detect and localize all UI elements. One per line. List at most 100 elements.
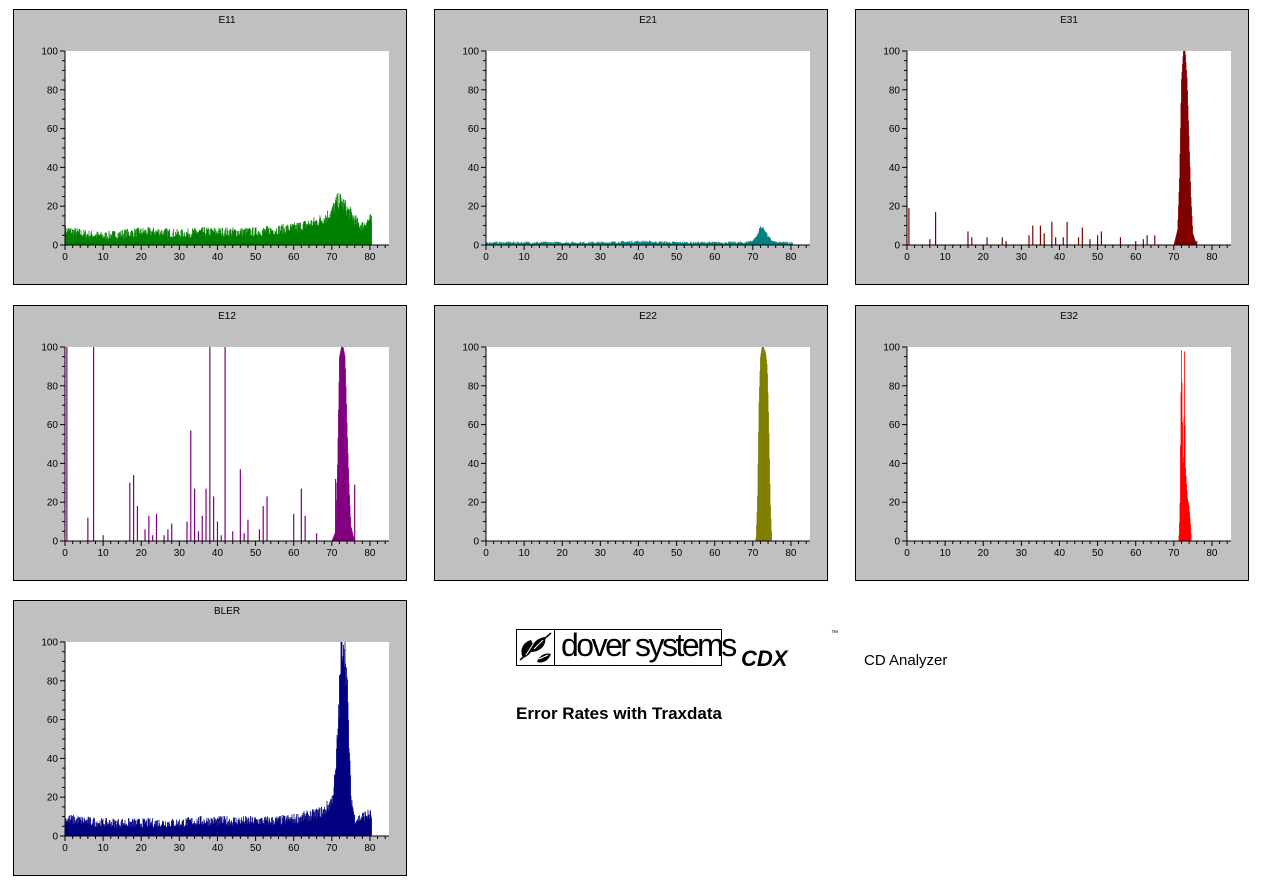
chart-title-e31: E31: [1060, 15, 1078, 26]
x-tick-label: 0: [904, 548, 910, 559]
x-tick-label: 10: [98, 843, 110, 854]
x-tick-label: 10: [98, 252, 110, 263]
brand-name: dover systems: [561, 627, 737, 663]
x-tick-label: 20: [557, 548, 569, 559]
y-tick-label: 60: [47, 420, 59, 431]
x-tick-label: 50: [671, 548, 683, 559]
x-tick-label: 20: [136, 843, 148, 854]
x-tick-label: 30: [174, 548, 186, 559]
x-tick-label: 40: [212, 843, 224, 854]
series-fill-e32: [1178, 350, 1192, 541]
x-tick-label: 0: [62, 843, 68, 854]
x-tick-label: 40: [1054, 548, 1066, 559]
x-tick-label: 80: [785, 252, 797, 263]
y-tick-label: 60: [47, 124, 59, 135]
y-tick-label: 40: [889, 163, 901, 174]
plot-area-e21: [486, 51, 810, 245]
y-tick-label: 40: [47, 163, 59, 174]
y-tick-label: 80: [47, 381, 59, 392]
x-tick-label: 0: [62, 252, 68, 263]
x-tick-label: 10: [98, 548, 110, 559]
plot-area-e12: [65, 347, 389, 541]
y-tick-label: 100: [883, 343, 900, 354]
x-tick-label: 20: [557, 252, 569, 263]
chart-svg-bler: BLER 0 20 40 60 80 100 0 10 20 30 40 50 60 70 80: [41, 606, 389, 854]
y-tick-label: 80: [468, 381, 480, 392]
x-tick-label: 60: [709, 252, 721, 263]
y-tick-label: 80: [47, 85, 59, 96]
x-tick-label: 70: [326, 843, 338, 854]
x-tick-label: 30: [595, 548, 607, 559]
x-tick-label: 10: [519, 548, 531, 559]
leaf-icon: [517, 630, 555, 665]
y-tick-label: 60: [468, 124, 480, 135]
y-tick-label: 80: [889, 381, 901, 392]
chart-title-e12: E12: [218, 311, 236, 322]
y-tick-label: 100: [883, 47, 900, 58]
x-tick-label: 30: [595, 252, 607, 263]
x-tick-label: 60: [709, 548, 721, 559]
y-tick-label: 40: [889, 459, 901, 470]
plot-area-e31: [907, 51, 1231, 245]
y-tick-label: 20: [47, 498, 59, 509]
x-tick-label: 50: [250, 548, 262, 559]
chart-title-e11: E11: [218, 15, 235, 26]
y-tick-label: 20: [47, 793, 59, 804]
series-fill-e22: [755, 347, 772, 541]
x-tick-label: 50: [250, 843, 262, 854]
chart-svg-e31: E31 0 20 40 60 80 100 0 10 20 30 40 50 60 70 80: [883, 15, 1231, 263]
series-e32: [1178, 350, 1192, 541]
x-tick-label: 80: [364, 548, 376, 559]
y-tick-label: 100: [41, 343, 58, 354]
y-tick-label: 80: [889, 85, 901, 96]
chart-panel-e12: E12 0 20 40 60 80 100 0 10 20 30 40 50 60 70 80: [13, 305, 407, 581]
product-subtitle: CD Analyzer: [864, 652, 948, 669]
y-tick-label: 0: [52, 241, 58, 252]
x-tick-label: 70: [326, 252, 338, 263]
y-tick-label: 100: [462, 47, 479, 58]
chart-panel-e21: E21 0 20 40 60 80 100 0 10 20 30 40 50 60 70 80: [434, 9, 828, 285]
x-tick-label: 40: [1054, 252, 1066, 263]
y-tick-label: 0: [894, 537, 900, 548]
y-tick-label: 80: [468, 85, 480, 96]
chart-svg-e21: E21 0 20 40 60 80 100 0 10 20 30 40 50 60 70 80: [462, 15, 810, 263]
trademark-mark: ™: [831, 630, 838, 637]
x-tick-label: 80: [785, 548, 797, 559]
y-tick-label: 100: [41, 47, 58, 58]
y-tick-label: 40: [468, 459, 480, 470]
chart-panel-bler: BLER 0 20 40 60 80 100 0 10 20 30 40 50 60 70 80: [13, 600, 407, 876]
x-tick-label: 70: [747, 548, 759, 559]
plot-area-e32: [907, 347, 1231, 541]
x-tick-label: 60: [288, 548, 300, 559]
x-tick-label: 20: [136, 548, 148, 559]
y-tick-label: 0: [473, 537, 479, 548]
x-tick-label: 80: [364, 843, 376, 854]
x-tick-label: 70: [747, 252, 759, 263]
x-tick-label: 10: [519, 252, 531, 263]
x-tick-label: 50: [1092, 252, 1104, 263]
chart-svg-e11: E11 0 20 40 60 80 100 0 10 20 30 40 50 60 70 80: [41, 15, 389, 263]
x-tick-label: 20: [136, 252, 148, 263]
chart-svg-e32: E32 0 20 40 60 80 100 0 10 20 30 40 50 60 70 80: [883, 311, 1231, 559]
x-tick-label: 0: [483, 548, 489, 559]
y-tick-label: 0: [473, 241, 479, 252]
x-tick-label: 40: [633, 252, 645, 263]
x-tick-label: 30: [1016, 252, 1028, 263]
y-tick-label: 40: [47, 754, 59, 765]
chart-title-e22: E22: [639, 311, 657, 322]
x-tick-label: 50: [671, 252, 683, 263]
x-tick-label: 0: [483, 252, 489, 263]
x-tick-label: 30: [174, 252, 186, 263]
x-tick-label: 70: [326, 548, 338, 559]
plot-area-e22: [486, 347, 810, 541]
x-tick-label: 20: [978, 252, 990, 263]
series-e12: [66, 347, 356, 541]
y-tick-label: 0: [52, 537, 58, 548]
y-tick-label: 20: [47, 202, 59, 213]
x-tick-label: 50: [250, 252, 262, 263]
chart-svg-e12: E12 0 20 40 60 80 100 0 10 20 30 40 50 60 70 80: [41, 311, 389, 559]
y-tick-label: 80: [47, 676, 59, 687]
chart-panel-e11: E11 0 20 40 60 80 100 0 10 20 30 40 50 60 70 80: [13, 9, 407, 285]
y-tick-label: 0: [52, 832, 58, 843]
y-tick-label: 60: [889, 124, 901, 135]
